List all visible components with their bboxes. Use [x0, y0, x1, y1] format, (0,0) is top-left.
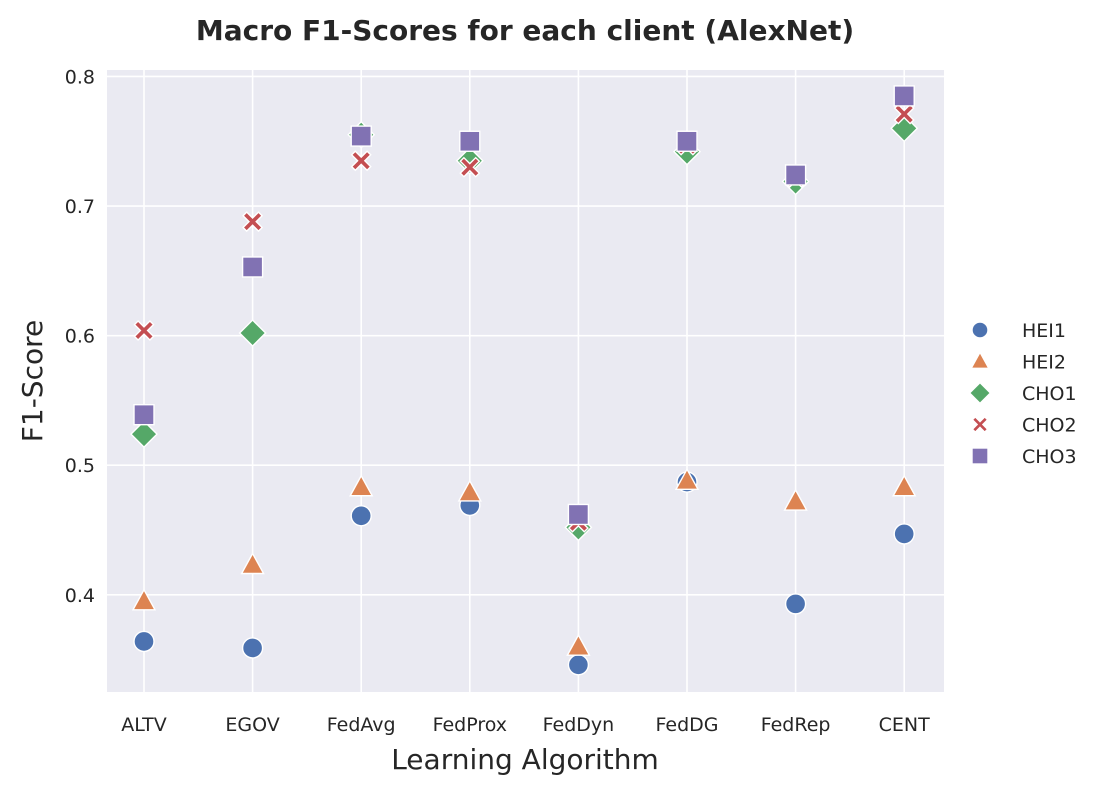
x-tick-labels: ALTV EGOV FedAvg FedProx FedDyn FedDG FedRep CE…: [121, 714, 930, 736]
x-tick-label: CENT: [879, 714, 930, 736]
marker-hei2: [240, 552, 265, 575]
legend-item: HEI1: [971, 320, 1066, 342]
y-tick-label: 0.7: [65, 196, 95, 218]
legend-label: HEI2: [1022, 352, 1066, 374]
marker-cho1: [238, 319, 267, 348]
legend-item: CHO1: [968, 381, 1077, 405]
marker-cho3: [676, 130, 698, 152]
y-tick-label: 0.8: [65, 66, 95, 88]
x-axis-label: Learning Algorithm: [391, 743, 659, 776]
legend-item: CHO2: [971, 415, 1077, 437]
marker-cho3: [784, 164, 807, 186]
marker-hei1: [133, 630, 155, 653]
legend-label: HEI1: [1022, 320, 1066, 342]
legend-label: CHO3: [1022, 446, 1077, 468]
marker-cho3: [893, 85, 915, 107]
marker-hei1: [893, 523, 915, 545]
legend-label: CHO2: [1022, 415, 1077, 437]
x-tick-label: FedProx: [433, 714, 507, 736]
y-axis-label: F1-Score: [16, 320, 49, 442]
marker-cho3: [133, 403, 155, 426]
y-tick-label: 0.4: [65, 585, 95, 607]
marker-hei2: [457, 479, 482, 502]
legend-marker-cho3: [971, 447, 989, 465]
y-tick-label: 0.5: [65, 455, 95, 477]
marker-cho3: [567, 503, 590, 526]
marker-cho1: [130, 420, 158, 449]
marker-hei2: [783, 488, 808, 511]
marker-hei1: [350, 505, 372, 527]
marker-cho2: [133, 319, 155, 341]
marker-cho3: [350, 125, 372, 147]
data-points: [130, 85, 919, 676]
legend-marker-cho1: [968, 381, 992, 405]
marker-cho1: [455, 146, 484, 175]
marker-cho2: [893, 103, 915, 125]
marker-hei2: [349, 474, 374, 497]
marker-hei2: [131, 588, 157, 611]
legend-marker-hei2: [970, 350, 990, 369]
marker-hei1: [784, 593, 807, 615]
marker-hei2: [674, 467, 700, 490]
x-tick-label: FedRep: [761, 714, 831, 736]
legend-label: CHO1: [1022, 383, 1077, 405]
x-tick-label: FedDG: [656, 714, 719, 736]
marker-cho3: [459, 130, 481, 152]
legend-item: HEI2: [970, 350, 1066, 374]
legend: HEI1 HEI2 CHO1 CHO2 CHO3: [968, 320, 1077, 468]
legend-marker-hei1: [971, 321, 989, 339]
marker-cho2: [350, 150, 372, 172]
legend-marker-cho2: [971, 415, 989, 434]
x-tick-label: EGOV: [225, 714, 279, 736]
legend-item: CHO3: [971, 446, 1077, 468]
y-tick-label: 0.6: [65, 326, 95, 348]
marker-cho2: [242, 211, 264, 233]
marker-hei1: [567, 654, 590, 676]
x-tick-label: FedAvg: [327, 714, 396, 736]
chart-title: Macro F1-Scores for each client (AlexNet…: [196, 14, 854, 47]
x-tick-label: FedDyn: [543, 714, 615, 736]
marker-hei2: [566, 633, 591, 656]
marker-cho2: [459, 156, 481, 178]
marker-cho3: [241, 256, 264, 278]
marker-hei1: [241, 637, 264, 659]
plot-area: [107, 70, 944, 692]
x-tick-label: ALTV: [121, 714, 167, 736]
y-tick-labels: 0.4 0.5 0.6 0.7 0.8: [65, 66, 95, 606]
marker-hei2: [892, 474, 917, 497]
